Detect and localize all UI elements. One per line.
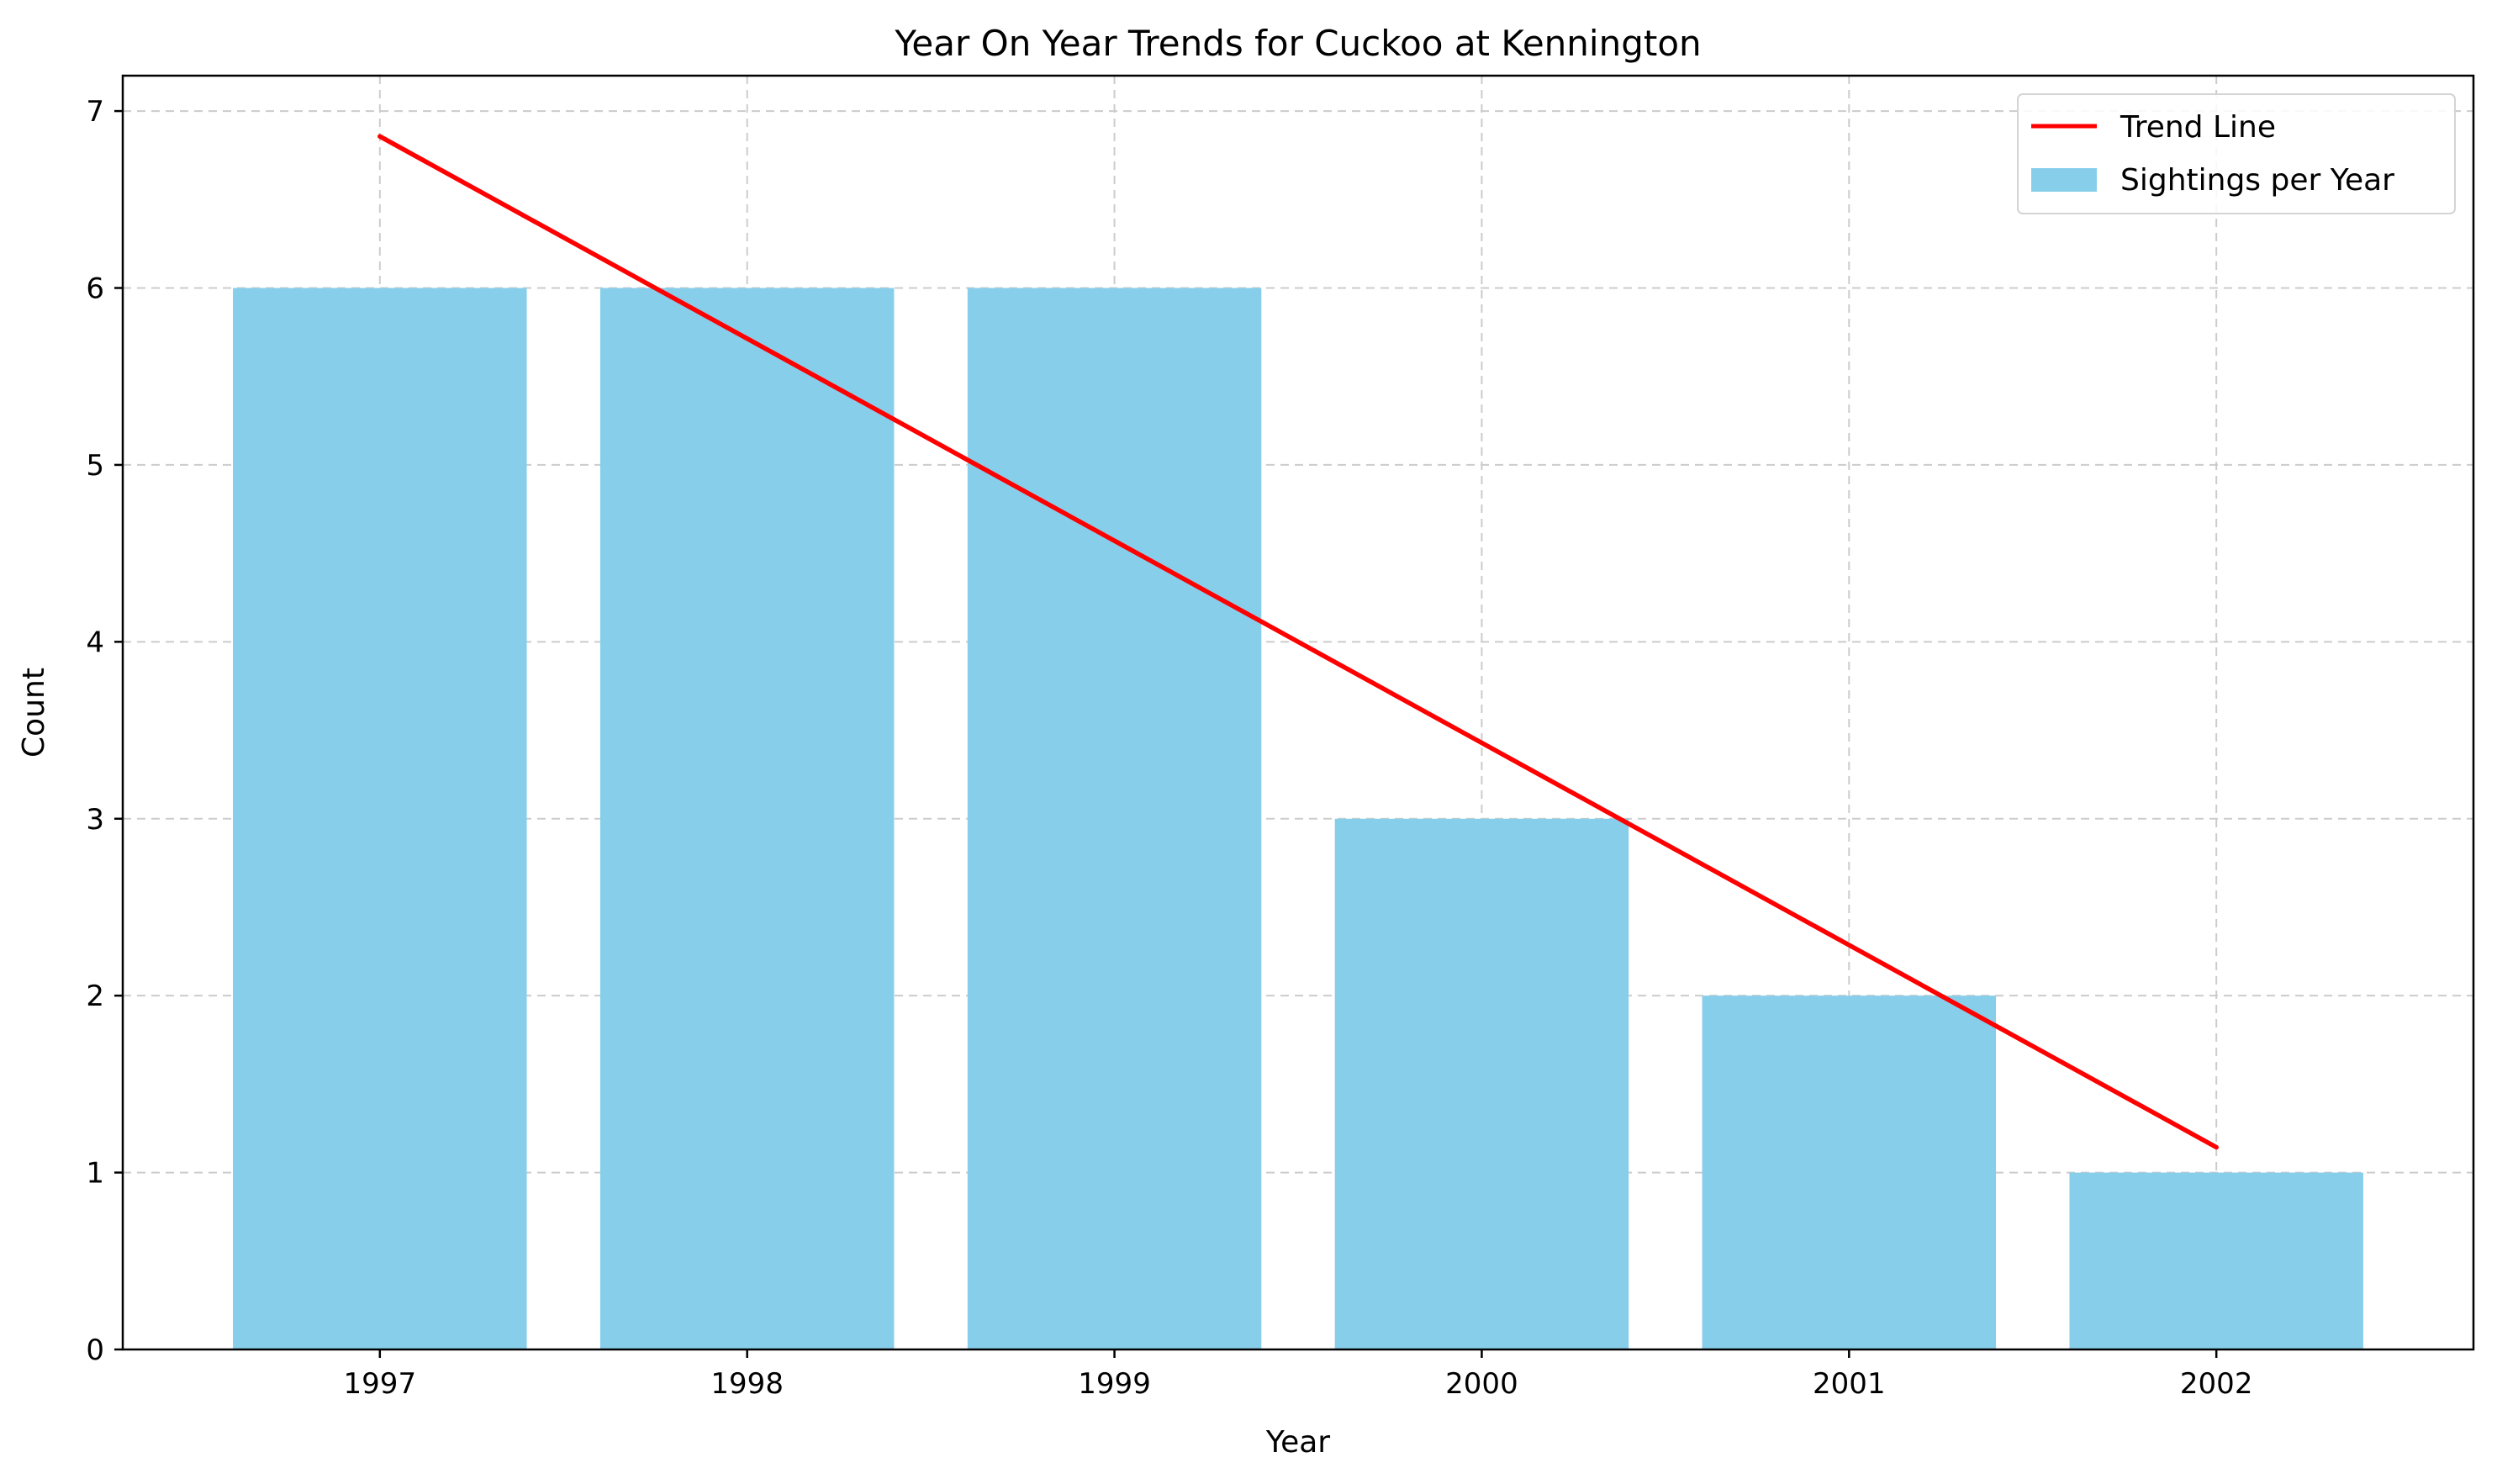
x-tick-label-2002: 2002 (2180, 1367, 2253, 1401)
chart-title: Year On Year Trends for Cuckoo at Kennin… (894, 23, 1701, 64)
y-tick-label-0: 0 (86, 1333, 104, 1367)
bar-1998 (599, 288, 895, 1349)
y-tick-label-4: 4 (86, 626, 104, 659)
x-tick-label-1997: 1997 (344, 1367, 417, 1401)
y-tick-label-7: 7 (86, 95, 104, 129)
y-axis-title: Count (17, 668, 51, 758)
y-tick-label-5: 5 (86, 449, 104, 483)
y-tick-label-1: 1 (86, 1157, 104, 1191)
y-tick-label-3: 3 (86, 803, 104, 837)
plot-frame (121, 74, 2475, 1351)
bar-1999 (967, 288, 1262, 1349)
legend-box (2017, 93, 2456, 214)
trend-line-series (377, 134, 2219, 1150)
y-axis: 0 1 2 3 4 5 6 7 (86, 95, 123, 1367)
y-tick-label-2: 2 (86, 980, 104, 1013)
bar-2002 (2069, 1172, 2363, 1349)
x-tick-label-2001: 2001 (1813, 1367, 1886, 1401)
bar-2000 (1334, 818, 1629, 1349)
x-axis-title: Year (1265, 1425, 1330, 1460)
x-tick-label-2000: 2000 (1445, 1367, 1518, 1401)
y-tick-label-6: 6 (86, 272, 104, 306)
x-axis: 1997 1998 1999 2000 2001 2002 (344, 1349, 2253, 1401)
x-tick-label-1999: 1999 (1078, 1367, 1151, 1401)
legend-label-sightings: Sightings per Year (2120, 163, 2394, 198)
legend-label-trend-line: Trend Line (2120, 110, 2276, 145)
bar-series (233, 288, 2363, 1349)
trend-line (377, 134, 2219, 1150)
bar-1997 (233, 288, 527, 1349)
legend: Trend Line Sightings per Year (2017, 93, 2456, 214)
x-tick-label-1998: 1998 (710, 1367, 784, 1401)
bar-2001 (1702, 995, 1997, 1349)
legend-swatch-sightings (2031, 168, 2097, 192)
